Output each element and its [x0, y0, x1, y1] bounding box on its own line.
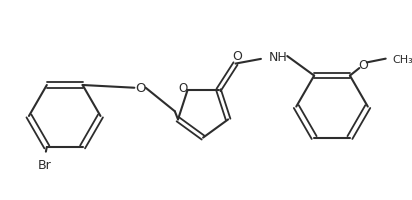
Text: CH₃: CH₃ — [392, 54, 412, 64]
Text: O: O — [178, 81, 187, 94]
Text: Br: Br — [38, 158, 52, 171]
Text: NH: NH — [269, 50, 287, 63]
Text: O: O — [232, 49, 242, 62]
Text: O: O — [135, 82, 145, 95]
Text: O: O — [358, 58, 368, 71]
